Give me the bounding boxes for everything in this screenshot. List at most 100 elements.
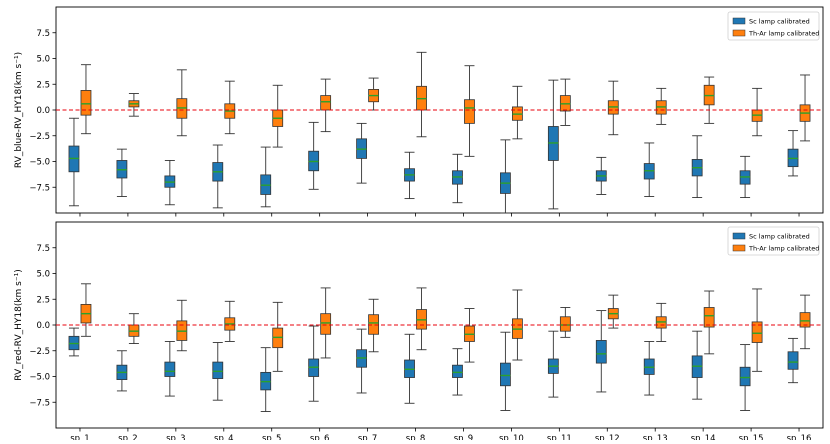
y-tick-label: 0.0 <box>36 321 50 331</box>
x-tick-label: sp_9 <box>454 434 473 440</box>
legend-swatch <box>732 29 746 37</box>
y-tick-label: −5.0 <box>29 158 50 168</box>
box-sc-sp_14 <box>691 330 703 400</box>
box-thar-sp_10 <box>512 289 523 361</box>
box-thar-sp_7 <box>368 298 379 353</box>
box-body <box>559 316 571 332</box>
box-thar-sp_1 <box>80 283 92 337</box>
legend-label: Sc lamp calibrated <box>749 233 810 241</box>
legend: Sc lamp calibrated Th-Ar lamp calibrated <box>727 11 820 41</box>
box-sc-sp_10 <box>500 139 511 214</box>
box-sc-sp_16 <box>787 337 799 384</box>
box-thar-sp_10 <box>512 85 523 140</box>
box-sc-sp_5 <box>260 347 272 412</box>
box-thar-sp_6 <box>320 287 332 359</box>
box-thar-sp_2 <box>128 93 140 117</box>
box-body <box>739 366 751 387</box>
x-tick-label: sp_12 <box>595 434 620 440</box>
box-sc-sp_3 <box>164 341 176 397</box>
box-body <box>80 90 92 116</box>
box-thar-sp_14 <box>703 76 715 124</box>
x-tick-label: sp_14 <box>691 434 716 440</box>
y-tick-label: −7.5 <box>29 183 50 193</box>
box-body <box>164 361 176 377</box>
box-thar-sp_11 <box>559 78 571 126</box>
x-tick-label: sp_11 <box>547 434 572 440</box>
x-tick-label: sp_5 <box>262 434 281 440</box>
y-tick-label: 0.0 <box>36 106 50 116</box>
y-tick-label: −7.5 <box>29 398 50 408</box>
box-sc-sp_6 <box>308 121 320 190</box>
box-thar-sp_8 <box>416 287 427 351</box>
y-tick-label: 2.5 <box>36 295 50 305</box>
box-body <box>452 364 463 378</box>
box-sc-sp_9 <box>452 348 463 396</box>
box-thar-sp_13 <box>655 302 667 342</box>
legend-swatch <box>732 232 746 240</box>
box-sc-sp_11 <box>547 330 559 398</box>
box-sc-sp_13 <box>643 142 655 197</box>
x-tick-label: sp_13 <box>643 434 668 440</box>
panel-2: −7.5 −5.0 −2.5 0.0 2.5 5.0 7.5 RV_red-RV_HY18(k… <box>14 221 824 444</box>
x-tick-label: sp_6 <box>310 434 329 440</box>
x-tick-label: sp_8 <box>406 434 425 440</box>
box-sc-sp_8 <box>404 333 415 404</box>
box-thar-sp_3 <box>176 69 188 137</box>
box-thar-sp_3 <box>176 299 188 352</box>
y-tick-label: 5.0 <box>36 55 50 65</box>
box-sc-sp_4 <box>212 342 224 401</box>
box-sc-sp_15 <box>739 155 751 199</box>
box-sc-sp_9 <box>452 153 463 204</box>
y-tick-label: −2.5 <box>29 347 50 357</box>
box-body <box>320 95 332 111</box>
box-thar-sp_5 <box>272 301 284 372</box>
box-sc-sp_2 <box>116 148 128 197</box>
legend: Sc lamp calibrated Th-Ar lamp calibrated <box>727 226 820 256</box>
y-axis-label: RV_red-RV_HY18(km s⁻¹) <box>14 269 24 380</box>
box-sc-sp_13 <box>643 341 655 396</box>
box-thar-sp_4 <box>224 300 236 342</box>
box-sc-sp_2 <box>116 350 128 392</box>
x-tick-label: sp_15 <box>739 434 764 440</box>
box-sc-sp_7 <box>356 122 367 184</box>
legend-label: Sc lamp calibrated <box>749 18 810 26</box>
box-body <box>320 313 332 335</box>
x-tick-label: sp_7 <box>358 434 377 440</box>
box-sc-sp_7 <box>356 328 367 394</box>
x-tick-label: sp_16 <box>787 434 812 440</box>
box-body <box>368 314 379 335</box>
box-sc-sp_5 <box>260 146 272 208</box>
x-tick-label: sp_10 <box>499 434 524 440</box>
box-sc-sp_14 <box>691 135 703 199</box>
legend-swatch <box>732 17 746 25</box>
legend-label: Th-Ar lamp calibrated <box>748 30 819 38</box>
box-sc-sp_12 <box>595 156 607 195</box>
box-thar-sp_13 <box>655 87 667 125</box>
box-sc-sp_12 <box>595 310 607 393</box>
box-body <box>751 321 763 343</box>
legend-frame <box>727 226 820 256</box>
y-tick-label: 2.5 <box>36 80 50 90</box>
legend-frame <box>727 11 820 41</box>
box-thar-sp_11 <box>559 307 571 338</box>
legend-swatch <box>732 244 746 252</box>
y-tick-label: 7.5 <box>36 29 50 39</box>
y-tick-label: 7.5 <box>36 244 50 254</box>
box-sc-sp_11 <box>547 79 559 210</box>
x-tick-label: sp_3 <box>166 434 185 440</box>
x-tick-label: sp_2 <box>118 434 137 440</box>
box-thar-sp_1 <box>80 64 92 135</box>
x-tick-label: sp_1 <box>70 434 89 440</box>
box-thar-sp_14 <box>703 290 715 355</box>
box-body <box>500 362 511 387</box>
box-thar-sp_16 <box>799 74 811 142</box>
box-thar-sp_12 <box>607 80 619 136</box>
box-sc-sp_1 <box>68 117 80 207</box>
legend-label: Th-Ar lamp calibrated <box>748 245 819 253</box>
y-tick-label: −5.0 <box>29 373 50 383</box>
box-sc-sp_15 <box>739 344 751 411</box>
box-body <box>703 307 715 328</box>
box-sc-sp_3 <box>164 160 176 206</box>
